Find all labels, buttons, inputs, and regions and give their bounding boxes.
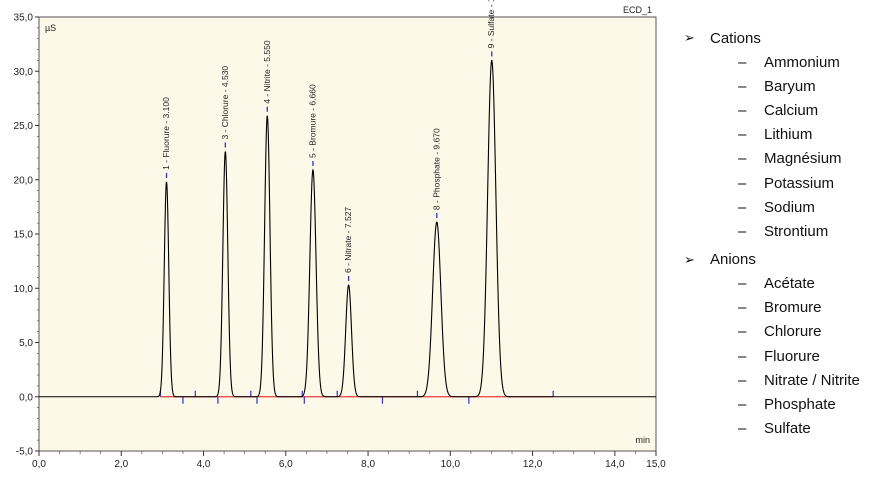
- x-tick-label: 10,0: [441, 459, 461, 470]
- legend-item: – Fluorure: [684, 344, 888, 368]
- x-tick-label: 0,0: [32, 459, 46, 470]
- x-tick-label: 14,0: [605, 459, 625, 470]
- legend-item: – Magnésium: [684, 147, 888, 171]
- dash-bullet-icon: –: [738, 150, 747, 168]
- legend-item-list: – Acétate – Bromure – Chlorure – Fluorure – Nitra…: [684, 272, 888, 441]
- peak-label: 9 - Sulfate - 11.007: [486, 0, 496, 48]
- x-tick-label: 4,0: [197, 459, 211, 470]
- x-tick-label: 2,0: [114, 459, 128, 470]
- legend-item-label: Phosphate: [764, 396, 836, 414]
- dash-bullet-icon: –: [738, 347, 747, 365]
- legend-item: – Sodium: [684, 195, 888, 219]
- peak-label: 8 - Phosphate - 9.670: [431, 128, 441, 210]
- legend-item-label: Sulfate: [764, 420, 811, 438]
- legend-item: – Calcium: [684, 98, 888, 122]
- dash-bullet-icon: –: [738, 323, 747, 341]
- arrow-bullet-icon: ➢: [684, 251, 695, 267]
- dash-bullet-icon: –: [738, 420, 747, 438]
- legend-item: – Potassium: [684, 171, 888, 195]
- legend-item-label: Sodium: [764, 198, 815, 216]
- legend-group-cations: ➢ Cations – Ammonium – Baryum – Calcium – Lithium…: [684, 26, 888, 244]
- y-tick-label: 5,0: [19, 338, 33, 349]
- y-tick-label: 15,0: [14, 230, 34, 241]
- legend-group-anions: ➢ Anions – Acétate – Bromure – Chlorure – Fluorur…: [684, 248, 888, 441]
- dash-bullet-icon: –: [738, 53, 747, 71]
- legend-group-title: Anions: [710, 251, 756, 268]
- peak-label: 5 - Bromure - 6.660: [307, 84, 317, 158]
- legend-group-header: ➢ Cations: [684, 26, 888, 50]
- legend-group-title: Cations: [710, 29, 761, 47]
- dash-bullet-icon: –: [738, 198, 747, 216]
- dash-bullet-icon: –: [738, 126, 747, 144]
- dash-bullet-icon: –: [738, 222, 747, 240]
- y-tick-label: 0,0: [19, 392, 33, 403]
- x-tick-label: 8,0: [361, 459, 375, 470]
- peak-label: 4 - Nitrite - 5.550: [262, 40, 272, 104]
- y-tick-label: 20,0: [14, 175, 34, 186]
- x-tick-label: 15,0: [646, 459, 666, 470]
- legend-item-label: Baryum: [764, 77, 816, 95]
- legend-item-label: Nitrate / Nitrite: [764, 371, 860, 389]
- legend-item: – Nitrate / Nitrite: [684, 368, 888, 392]
- legend-item-label: Potassium: [764, 174, 835, 192]
- x-axis-label: min: [635, 435, 650, 445]
- legend-item-label: Chlorure: [764, 323, 822, 341]
- legend-item: – Lithium: [684, 123, 888, 147]
- y-tick-label: 30,0: [14, 67, 34, 78]
- legend-item-label: Lithium: [764, 126, 813, 144]
- legend-item-label: Strontium: [764, 222, 829, 240]
- dash-bullet-icon: –: [738, 77, 747, 95]
- legend-item-label: Magnésium: [764, 150, 842, 168]
- legend-item: – Phosphate: [684, 392, 888, 416]
- dash-bullet-icon: –: [738, 275, 747, 293]
- chromatogram-trace: [39, 59, 656, 398]
- y-tick-label: 10,0: [14, 284, 34, 295]
- plot-area: [38, 16, 657, 452]
- legend-item-label: Bromure: [764, 299, 822, 317]
- legend-item: – Ammonium: [684, 50, 888, 74]
- chart-title: ECD_1: [623, 5, 652, 15]
- legend-item-label: Fluorure: [764, 347, 820, 365]
- x-tick-label: 12,0: [523, 459, 543, 470]
- arrow-bullet-icon: ➢: [684, 30, 695, 45]
- x-tick-label: 6,0: [279, 459, 293, 470]
- y-tick-label: 35,0: [14, 13, 34, 24]
- legend-item: – Sulfate: [684, 417, 888, 441]
- ion-legend: ➢ Cations – Ammonium – Baryum – Calcium – Lithium…: [684, 26, 888, 445]
- peak-label: 3 - Chlorure - 4.530: [220, 66, 230, 140]
- legend-item: – Chlorure: [684, 320, 888, 344]
- dash-bullet-icon: –: [738, 101, 747, 119]
- dash-bullet-icon: –: [738, 396, 747, 414]
- y-tick-label: -5,0: [16, 447, 34, 458]
- peak-label: 1 - Fluorure - 3.100: [161, 97, 171, 170]
- legend-item: – Acétate: [684, 272, 888, 296]
- legend-item: – Baryum: [684, 74, 888, 98]
- y-tick-label: 25,0: [14, 121, 34, 132]
- legend-item-list: – Ammonium – Baryum – Calcium – Lithium – Magnési…: [684, 50, 888, 244]
- legend-item-label: Acétate: [764, 275, 815, 293]
- dash-bullet-icon: –: [738, 371, 747, 389]
- chromatogram-chart: -5,0 0,0 5,0 10,0 15,0 20,0 25,0 30,0 35,0 0,0 2,0…: [14, 0, 667, 470]
- legend-item-label: Calcium: [764, 101, 819, 119]
- legend-item: – Bromure: [684, 296, 888, 320]
- legend-group-header: ➢ Anions: [684, 248, 888, 272]
- y-axis-label: µS: [45, 23, 56, 33]
- peak-label: 6 - Nitrate - 7.527: [343, 207, 353, 273]
- chromatogram-svg: -5,00,05,010,015,020,025,030,035,00,0 2,0…: [14, 0, 667, 470]
- legend-item: – Strontium: [684, 219, 888, 243]
- legend-item-label: Ammonium: [764, 53, 840, 71]
- dash-bullet-icon: –: [738, 299, 747, 317]
- dash-bullet-icon: –: [738, 174, 747, 192]
